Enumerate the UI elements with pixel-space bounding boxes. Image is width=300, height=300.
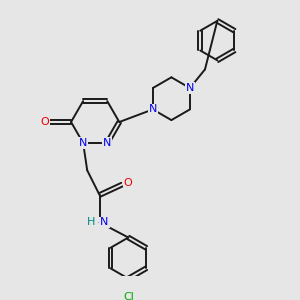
Text: N: N: [186, 83, 194, 93]
Text: N: N: [149, 104, 157, 114]
Text: N: N: [103, 138, 111, 148]
Text: Cl: Cl: [123, 292, 134, 300]
Text: O: O: [124, 178, 132, 188]
Text: N: N: [79, 138, 87, 148]
Text: H: H: [87, 218, 95, 227]
Text: N: N: [100, 218, 109, 227]
Text: O: O: [40, 117, 49, 127]
